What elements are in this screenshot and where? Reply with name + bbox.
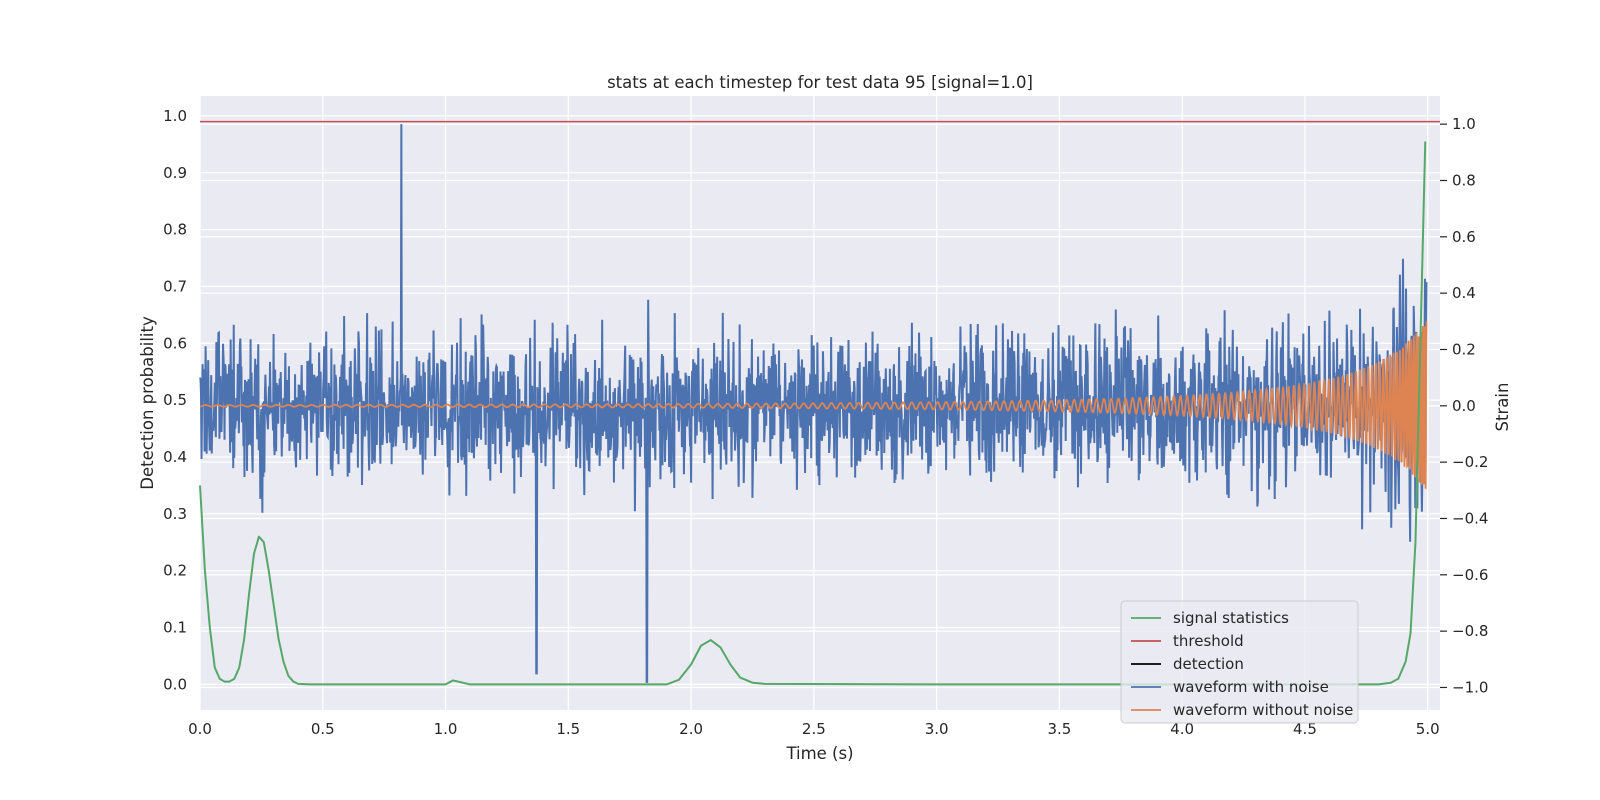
x-tick-label: 1.5 [556,720,580,738]
y-right-tick-label: −0.8 [1452,622,1488,640]
x-tick-label: 4.0 [1170,720,1194,738]
legend-box [1120,600,1359,724]
x-tick-label: 2.5 [802,720,826,738]
legend: signal statistics threshold detection wavef… [1120,600,1359,724]
y-left-tick-label: 0.5 [163,391,187,409]
y-right-tick-label: −0.6 [1452,566,1488,584]
x-tick-label: 2.0 [679,720,703,738]
x-tick-label: 4.5 [1293,720,1317,738]
x-tick-label: 3.0 [925,720,949,738]
y-left-tick-label: 1.0 [163,107,187,125]
legend-label: threshold [1173,632,1244,650]
legend-label: waveform with noise [1173,678,1329,696]
series-waveform-without-noise [199,320,1428,489]
y-left-tick-label: 0.4 [163,448,187,466]
y-left-axis-title: Detection probability [138,316,157,490]
x-tick-label: 3.5 [1047,720,1071,738]
x-tick-label: 0.5 [311,720,335,738]
y-left-tick-label: 0.2 [163,562,187,580]
y-right-tick-label: 0.0 [1452,397,1476,415]
y-right-tick-label: 1.0 [1452,115,1476,133]
y-right-tick-label: 0.6 [1452,228,1476,246]
legend-label: waveform without noise [1173,701,1353,719]
y-right-tick-label: 0.8 [1452,171,1476,189]
y-right-axis-title: Strain [1493,383,1512,432]
y-right-tick-label: −0.4 [1452,509,1488,527]
y-right-tick-label: −0.2 [1452,453,1488,471]
y-right-axis-ticks: −1.0 −0.8 −0.6 −0.4 −0.2 0.0 0.2 0.4 0.6 0.8 1.0 [1440,115,1488,696]
legend-label: detection [1173,655,1244,673]
chart-title: stats at each timestep for test data 95 … [607,73,1033,92]
x-tick-label: 5.0 [1416,720,1440,738]
x-axis-ticks: 0.0 0.5 1.0 1.5 2.0 2.5 3.0 3.5 4.0 4.5 5.0 [188,720,1440,738]
series-waveform-with-noise [199,124,1428,683]
y-left-tick-label: 0.6 [163,334,187,352]
y-left-tick-label: 0.7 [163,277,187,295]
x-tick-label: 1.0 [434,720,458,738]
y-left-tick-label: 0.3 [163,505,187,523]
y-left-tick-label: 0.8 [163,221,187,239]
y-left-axis-ticks: 0.0 0.1 0.2 0.3 0.4 0.5 0.6 0.7 0.8 0.9 1.0 [163,107,187,694]
y-right-tick-label: 0.4 [1452,284,1476,302]
y-left-tick-label: 0.0 [163,675,187,693]
x-tick-label: 0.0 [188,720,212,738]
y-left-tick-label: 0.9 [163,164,187,182]
y-right-tick-label: −1.0 [1452,678,1488,696]
y-right-tick-label: 0.2 [1452,340,1476,358]
x-axis-title: Time (s) [785,744,853,763]
y-left-tick-label: 0.1 [163,619,187,637]
legend-label: signal statistics [1173,609,1289,627]
